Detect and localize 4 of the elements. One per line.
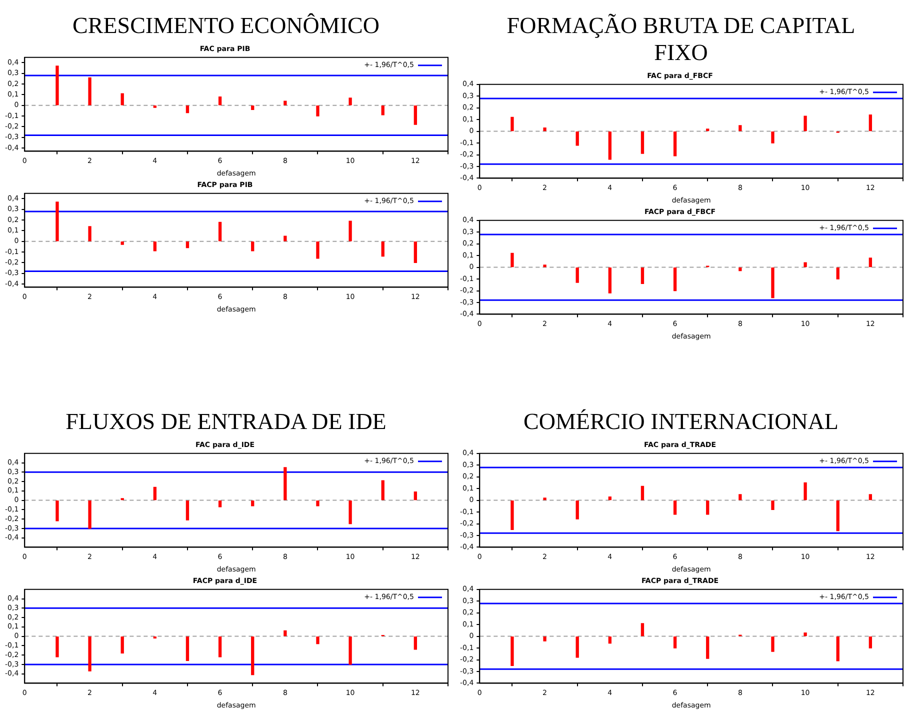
- chart-title: FORMAÇÃO BRUTA DE CAPITAL FIXO: [506, 12, 856, 66]
- chart-title: CRESCIMENTO ECONÔMICO: [72, 12, 380, 39]
- chart-title: FLUXOS DE ENTRADA DE IDE: [64, 408, 388, 435]
- chart-title: COMÉRCIO INTERNACIONAL: [522, 408, 840, 435]
